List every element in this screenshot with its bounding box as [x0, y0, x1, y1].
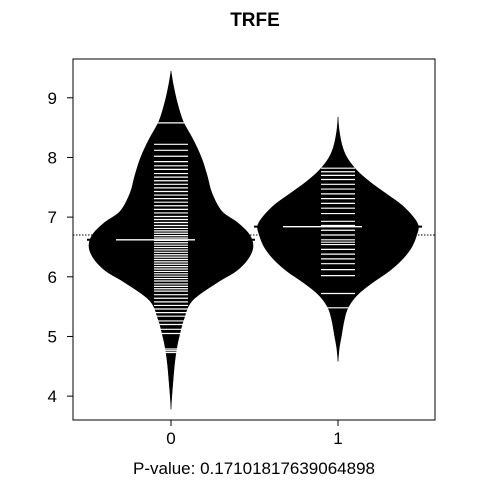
- x-tick-label: 1: [333, 429, 342, 448]
- y-tick-label: 5: [48, 327, 57, 346]
- y-tick-label: 7: [48, 208, 57, 227]
- y-tick-label: 4: [48, 387, 57, 406]
- y-axis: 4 5 6 7 8 9: [48, 89, 73, 406]
- y-tick-label: 8: [48, 148, 57, 167]
- chart-title: TRFE: [230, 10, 280, 31]
- x-tick-label: 0: [166, 429, 175, 448]
- y-tick-label: 9: [48, 89, 57, 108]
- x-axis-label: P-value: 0.17101817639064898: [133, 459, 375, 478]
- bean-0: [87, 70, 255, 410]
- beans-layer: [73, 70, 435, 410]
- plot-frame: [72, 58, 436, 421]
- bean-1: [254, 116, 422, 362]
- y-tick-label: 6: [48, 268, 57, 287]
